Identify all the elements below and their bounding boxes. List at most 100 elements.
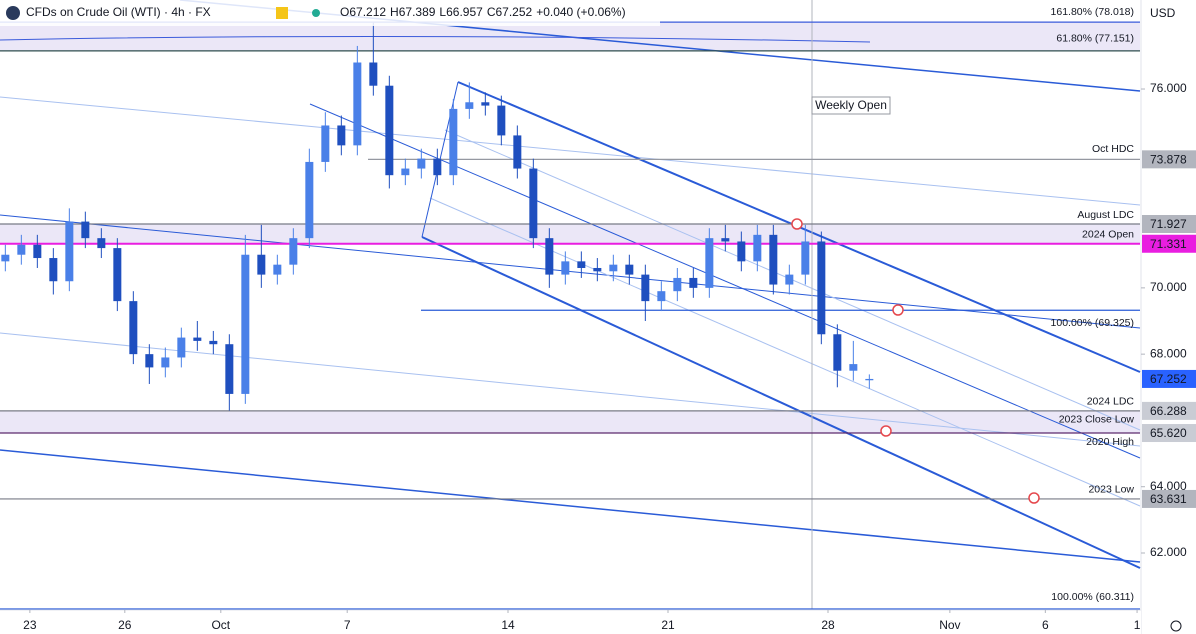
header-bg	[0, 0, 660, 26]
symbol-icon[interactable]	[6, 6, 20, 20]
channel-lower	[421, 236, 1141, 569]
x-tick-label: 26	[118, 618, 132, 632]
price-badge-label: 73.878	[1150, 153, 1187, 167]
status-dot	[312, 9, 320, 17]
ohlc-label: L	[439, 5, 446, 19]
settings-icon[interactable]	[1170, 620, 1182, 632]
trend-line	[0, 332, 1141, 447]
candle-body	[577, 261, 586, 268]
x-tick-label: 7	[344, 618, 351, 632]
candle-body	[193, 337, 202, 341]
candle-body	[81, 221, 90, 239]
ohlc-label: H	[390, 5, 399, 19]
price-badge	[1142, 215, 1196, 234]
price-badge-label: 66.288	[1150, 404, 1187, 418]
candle-body	[849, 364, 858, 371]
x-tick-label: 21	[661, 618, 675, 632]
candle-body	[481, 102, 490, 106]
candle-body	[817, 241, 826, 335]
candle-body	[257, 254, 266, 275]
annotation: Weekly Open	[815, 98, 887, 112]
candle-body	[497, 105, 506, 136]
trend-line	[0, 449, 1141, 563]
candle-body	[465, 102, 474, 109]
candle-body	[209, 340, 218, 345]
x-tick-label: 23	[23, 618, 37, 632]
last-price-label: 67.252	[1150, 372, 1187, 386]
candle-body	[593, 267, 602, 272]
candle-body	[385, 85, 394, 176]
flag[interactable]	[276, 7, 288, 19]
ohlc-value: 67.389	[399, 5, 436, 19]
candle-body	[737, 241, 746, 262]
price-badge-label: 63.631	[1150, 492, 1187, 506]
candle-body	[689, 277, 698, 288]
ohlc-label: C	[487, 5, 496, 19]
price-badge	[1142, 424, 1196, 443]
axis-unit: USD	[1150, 6, 1176, 20]
x-tick-label: 14	[501, 618, 515, 632]
candle-body	[417, 158, 426, 169]
candle-body	[241, 254, 250, 394]
ohlc-value: 66.957	[446, 5, 483, 19]
candle-body	[657, 291, 666, 302]
candle-body	[721, 238, 730, 242]
marker	[892, 304, 904, 316]
level-label: 61.80% (77.151)	[1056, 33, 1134, 45]
ohlc-readout: O67.212 H67.389 L66.957 C67.252 +0.040 (+0.0…	[340, 5, 626, 19]
candle-body	[513, 135, 522, 169]
level-label: Oct HDC	[1092, 143, 1134, 155]
candle-body	[145, 354, 154, 368]
y-tick-label: 62.000	[1150, 545, 1187, 559]
ohlc-change: +0.040 (+0.06%)	[536, 5, 625, 19]
candle-body	[433, 158, 442, 176]
price-badge	[1142, 401, 1196, 420]
level-label: 2020 High	[1086, 436, 1134, 448]
candle-body	[449, 108, 458, 176]
candle-body	[273, 264, 282, 275]
x-tick-label: 6	[1042, 618, 1049, 632]
price-badge	[1142, 150, 1196, 169]
ohlc-value: 67.212	[349, 5, 386, 19]
level-label: 2024 Open	[1082, 229, 1134, 241]
candle-body	[289, 238, 298, 265]
candle-body	[801, 241, 810, 275]
candle-body	[49, 258, 58, 282]
candle-body	[641, 274, 650, 302]
marker	[1028, 492, 1040, 504]
trend-line	[0, 96, 1141, 206]
candle-body	[129, 301, 138, 355]
candle-body	[1, 254, 10, 262]
price-badge-label: 71.331	[1150, 237, 1187, 251]
candle-body	[17, 244, 26, 255]
candle-body	[769, 234, 778, 285]
level-zone	[0, 224, 1140, 244]
x-tick-label: 1	[1134, 618, 1141, 632]
trend-lines	[0, 0, 1141, 569]
candle-body	[401, 168, 410, 176]
y-tick-label: 64.000	[1150, 479, 1187, 493]
candle-body	[113, 248, 122, 302]
candle-body	[305, 161, 314, 239]
x-tick-label: Nov	[939, 618, 960, 632]
candle-body	[225, 344, 234, 394]
candle-body	[65, 221, 74, 282]
level-sublabel: 2023 Close Low	[1059, 414, 1135, 426]
markers	[791, 218, 1040, 504]
ohlc-value: 67.252	[495, 5, 532, 19]
candle-body	[625, 264, 634, 275]
candle-body	[161, 357, 170, 368]
candles	[1, 22, 874, 411]
x-tick-label: Oct	[211, 618, 230, 632]
marker	[791, 218, 803, 230]
axis-labels: 76.000 70.000 68.000 64.000 62.000 73.878 71.9…	[23, 81, 1196, 632]
level-label: 161.80% (78.018)	[1051, 6, 1134, 18]
candle-body	[369, 62, 378, 86]
candle-body	[529, 168, 538, 239]
y-tick-label: 76.000	[1150, 81, 1187, 95]
marker	[880, 425, 892, 437]
level-zone	[0, 410, 1140, 434]
price-badge	[1142, 489, 1196, 508]
channel-mid	[309, 103, 1141, 459]
time-axis	[0, 610, 1141, 634]
